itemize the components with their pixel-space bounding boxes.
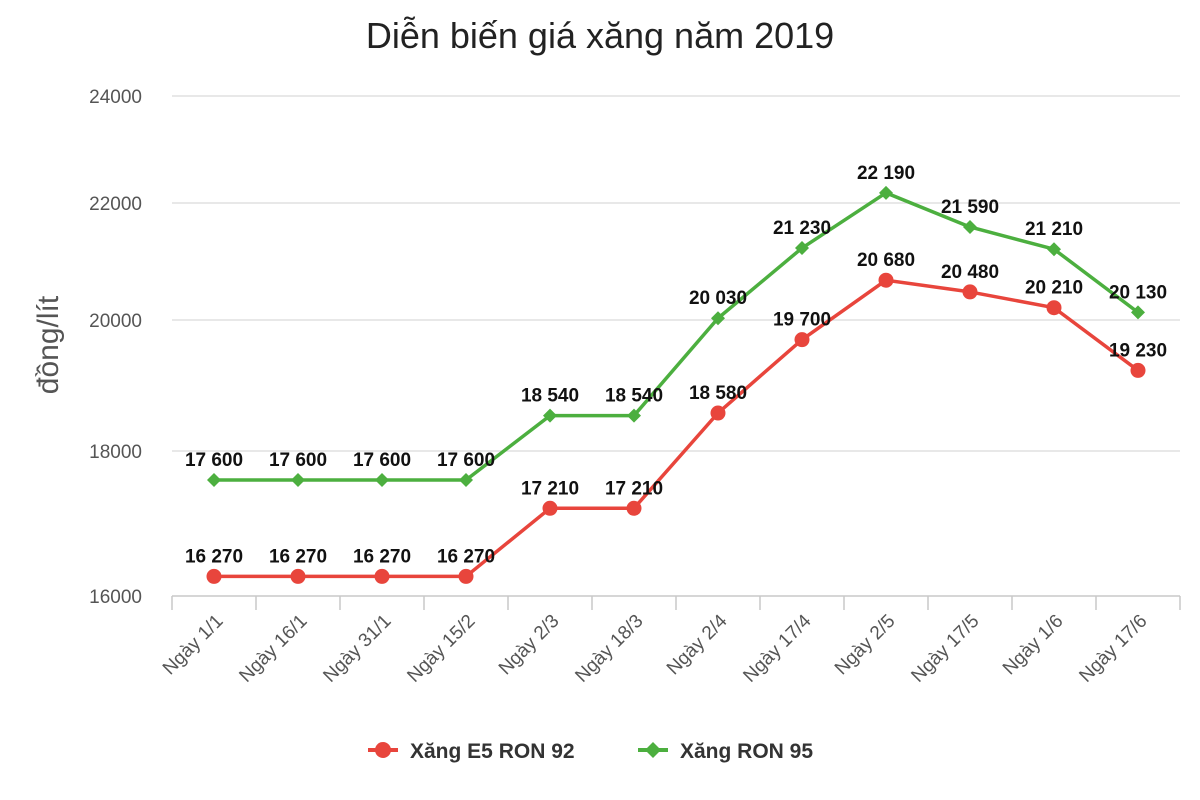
data-label: 19 230 bbox=[1109, 340, 1167, 361]
data-point bbox=[878, 272, 894, 288]
data-label: 20 210 bbox=[1025, 278, 1083, 299]
y-axis-label: đồng/lít bbox=[32, 295, 65, 394]
data-labels: 16 270 16 270 16 270 16 270 17 210 17 210 18 5… bbox=[185, 163, 1167, 568]
data-point bbox=[627, 408, 641, 423]
x-tick-label: Ngày 17/4 bbox=[739, 610, 815, 686]
data-label: 18 540 bbox=[605, 386, 663, 407]
legend-marker bbox=[375, 742, 391, 758]
data-label: 16 270 bbox=[437, 546, 495, 567]
x-tick-label: Ngày 15/2 bbox=[403, 611, 479, 687]
data-point bbox=[794, 332, 810, 348]
data-point bbox=[626, 500, 642, 516]
data-label: 20 680 bbox=[857, 250, 915, 271]
data-point bbox=[459, 473, 473, 487]
x-tick-label: Ngày 2/3 bbox=[495, 611, 564, 680]
data-label: 18 540 bbox=[521, 386, 579, 407]
x-tick-label: Ngày 17/6 bbox=[1075, 611, 1151, 687]
x-tick-label: Ngày 18/3 bbox=[571, 611, 647, 687]
data-point bbox=[962, 284, 978, 300]
data-point bbox=[375, 473, 389, 487]
y-tick-label: 22000 bbox=[89, 194, 142, 215]
legend-marker bbox=[645, 742, 661, 758]
y-tick-label: 16000 bbox=[89, 587, 142, 608]
x-axis-ticks: Ngày 1/1 Ngày 16/1 Ngày 31/1 Ngày 15/2 Ngày … bbox=[159, 610, 1152, 686]
data-point bbox=[710, 405, 726, 421]
data-label: 16 270 bbox=[353, 546, 411, 567]
data-point bbox=[795, 241, 809, 256]
data-label: 22 190 bbox=[857, 163, 915, 184]
y-tick-label: 24000 bbox=[89, 87, 142, 108]
data-label: 20 030 bbox=[689, 288, 747, 309]
x-tick-label: Ngày 1/1 bbox=[159, 611, 228, 680]
data-point bbox=[374, 568, 390, 584]
data-label: 17 210 bbox=[521, 478, 579, 499]
data-point bbox=[207, 473, 221, 487]
grid-lines bbox=[172, 95, 1180, 452]
data-label: 16 270 bbox=[185, 546, 243, 567]
data-label: 17 600 bbox=[353, 450, 411, 471]
data-label: 21 590 bbox=[941, 197, 999, 218]
data-point bbox=[963, 219, 977, 234]
x-tick-label: Ngày 1/6 bbox=[999, 611, 1068, 680]
data-point bbox=[1046, 300, 1062, 316]
data-point bbox=[290, 568, 306, 584]
legend-item: Xăng RON 95 bbox=[638, 740, 813, 763]
data-point bbox=[542, 500, 558, 516]
data-label: 16 270 bbox=[269, 546, 327, 567]
y-axis-ticks: 16000 18000 20000 22000 24000 bbox=[89, 87, 142, 608]
data-point bbox=[1130, 362, 1146, 378]
data-label: 17 210 bbox=[605, 478, 663, 499]
data-label: 19 700 bbox=[773, 310, 831, 331]
series-line-1 bbox=[214, 278, 1140, 579]
data-point bbox=[458, 568, 474, 584]
x-tick-label: Ngày 16/1 bbox=[235, 611, 311, 687]
legend-label: Xăng E5 RON 92 bbox=[410, 740, 575, 763]
x-tick-label: Ngày 2/4 bbox=[663, 610, 732, 679]
data-point bbox=[1131, 305, 1145, 320]
data-point bbox=[543, 408, 557, 423]
chart-title: Diễn biến giá xăng năm 2019 bbox=[366, 15, 834, 56]
x-tick-label: Ngày 2/5 bbox=[831, 611, 900, 680]
data-label: 17 600 bbox=[269, 450, 327, 471]
data-point bbox=[879, 185, 893, 200]
data-label: 17 600 bbox=[185, 450, 243, 471]
y-tick-label: 20000 bbox=[89, 311, 142, 332]
legend-item: Xăng E5 RON 92 bbox=[368, 740, 575, 763]
data-label: 20 130 bbox=[1109, 282, 1167, 303]
data-label: 17 600 bbox=[437, 450, 495, 471]
x-axis bbox=[171, 595, 1181, 610]
data-label: 20 480 bbox=[941, 262, 999, 283]
data-point bbox=[711, 311, 725, 326]
data-point bbox=[291, 473, 305, 487]
x-tick-label: Ngày 31/1 bbox=[319, 611, 395, 687]
data-point bbox=[1047, 242, 1061, 257]
y-tick-label: 18000 bbox=[89, 442, 142, 463]
data-label: 18 580 bbox=[689, 383, 747, 404]
data-label: 21 210 bbox=[1025, 219, 1083, 240]
data-point bbox=[206, 568, 222, 584]
series-line-2 bbox=[214, 191, 1140, 482]
x-tick-label: Ngày 17/5 bbox=[907, 611, 983, 687]
data-label: 21 230 bbox=[773, 218, 831, 239]
legend: Xăng E5 RON 92 Xăng RON 95 bbox=[368, 740, 813, 763]
series-lines bbox=[206, 185, 1146, 584]
legend-label: Xăng RON 95 bbox=[680, 740, 813, 763]
